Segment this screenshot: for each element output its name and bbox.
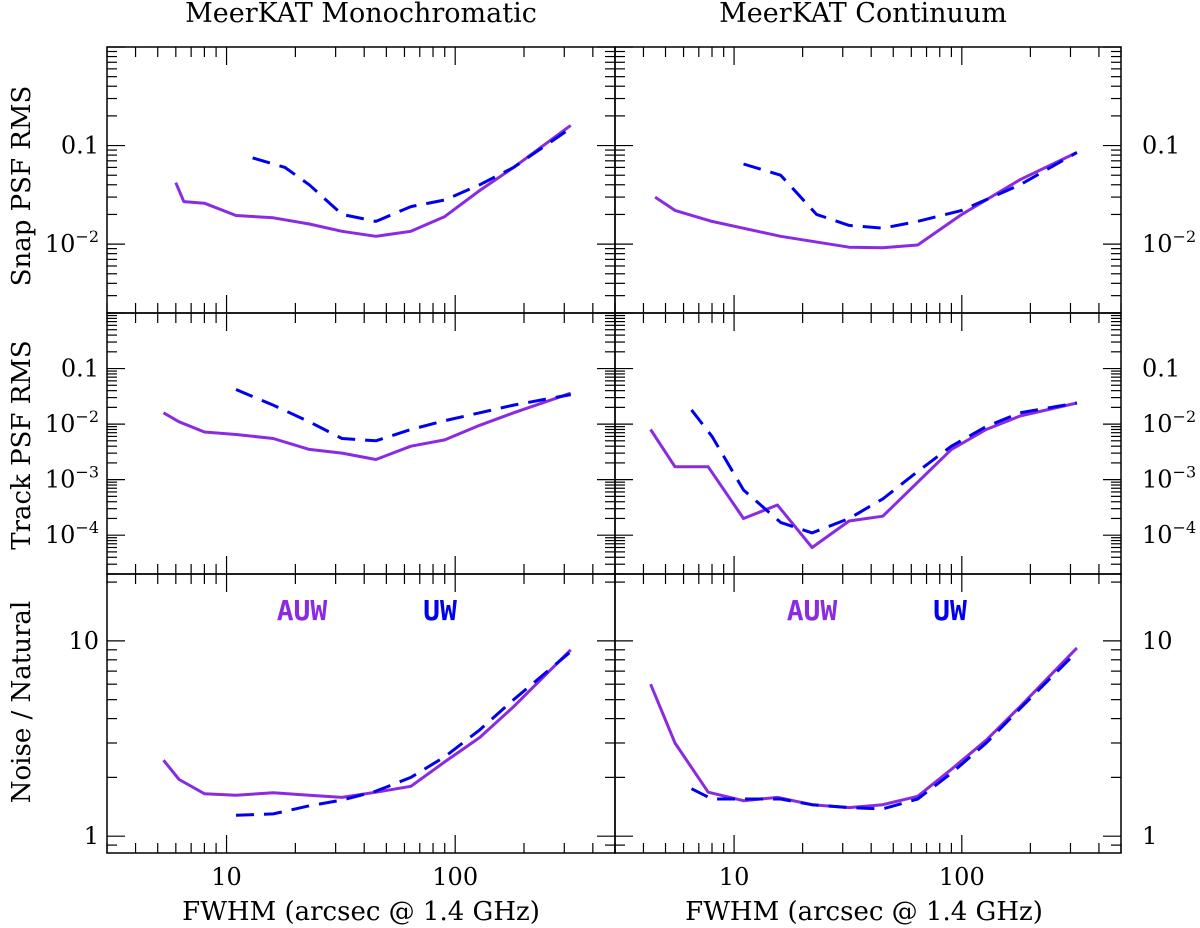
series-auw-noise-cont — [649, 646, 1078, 810]
legend-auw-right: AUW — [787, 594, 838, 627]
panel-noise-mono: 10 100 10 1 — [68, 573, 616, 891]
y-tick-label-track-cont: 10−2 — [1142, 407, 1196, 438]
panel-snap-cont: 0.1 10−2 — [614, 46, 1196, 314]
y-tick-label-noise-mono: 10 — [68, 627, 99, 655]
series-uw-noise-cont — [690, 650, 1078, 811]
y-tick-label-snap-mono: 0.1 — [61, 132, 99, 160]
series-uw-snap-mono — [252, 126, 572, 223]
x-axis-title-right: FWHM (arcsec @ 1.4 GHz) — [685, 897, 1043, 927]
y-tick-label-snap-mono: 10−2 — [45, 227, 99, 258]
series-uw-snap-cont — [743, 151, 1078, 230]
panel-track-mono: 0.1 10−2 10−3 10−4 — [45, 312, 616, 575]
row-label-track: Track PSF RMS — [7, 340, 37, 549]
panel-track-cont: 0.1 10−2 10−3 10−4 — [614, 312, 1196, 575]
y-tick-label-noise-cont: 1 — [1142, 822, 1157, 850]
series-auw-snap-mono — [174, 124, 572, 238]
legend-auw-left: AUW — [277, 594, 328, 627]
series-auw-noise-mono — [162, 648, 572, 799]
panel-frame-snap-cont — [614, 46, 1122, 314]
y-tick-label-track-mono: 10−2 — [45, 407, 99, 438]
column-title-monochromatic: MeerKAT Monochromatic — [185, 0, 537, 29]
row-label-snap: Snap PSF RMS — [7, 86, 37, 287]
y-tick-label-track-mono: 0.1 — [61, 355, 99, 383]
panels-group: 0.1 10−2 0.1 10−2 0.1 10−2 10−3 10−4 0.1 10−2 10−3… — [45, 46, 1196, 891]
panel-frame-track-mono — [106, 312, 616, 575]
y-tick-label-track-cont: 10−4 — [1142, 518, 1196, 549]
panel-frame-snap-mono — [106, 46, 616, 314]
y-tick-label-noise-cont: 10 — [1142, 627, 1173, 655]
column-title-continuum: MeerKAT Continuum — [719, 0, 1007, 29]
legend-uw-right: UW — [933, 594, 967, 627]
panel-noise-cont: 10 100 10 1 — [614, 573, 1173, 891]
panel-frame-noise-cont — [614, 573, 1122, 854]
y-tick-label-noise-mono: 1 — [84, 822, 99, 850]
y-tick-label-snap-cont: 10−2 — [1142, 227, 1196, 258]
x-tick-label-noise-cont: 100 — [939, 863, 985, 891]
legend-uw-left: UW — [423, 594, 457, 627]
series-uw-track-cont — [690, 401, 1078, 535]
panel-frame-noise-mono — [106, 573, 616, 854]
row-label-noise: Noise / Natural — [7, 601, 37, 803]
series-auw-track-mono — [162, 391, 572, 461]
panel-snap-mono: 0.1 10−2 — [45, 46, 616, 314]
series-auw-track-cont — [649, 401, 1078, 549]
x-tick-label-noise-mono: 100 — [432, 863, 478, 891]
panel-frame-track-cont — [614, 312, 1122, 575]
y-tick-label-track-cont: 10−3 — [1142, 463, 1196, 494]
x-tick-label-noise-cont: 10 — [719, 863, 750, 891]
x-tick-label-noise-mono: 10 — [211, 863, 242, 891]
y-tick-label-track-cont: 0.1 — [1142, 355, 1180, 383]
series-uw-noise-mono — [235, 650, 572, 817]
x-axis-title-left: FWHM (arcsec @ 1.4 GHz) — [182, 897, 540, 927]
series-uw-track-mono — [235, 388, 571, 443]
y-tick-label-snap-cont: 0.1 — [1142, 132, 1180, 160]
series-auw-snap-cont — [654, 151, 1078, 250]
y-tick-label-track-mono: 10−3 — [45, 463, 99, 494]
y-tick-label-track-mono: 10−4 — [45, 518, 99, 549]
